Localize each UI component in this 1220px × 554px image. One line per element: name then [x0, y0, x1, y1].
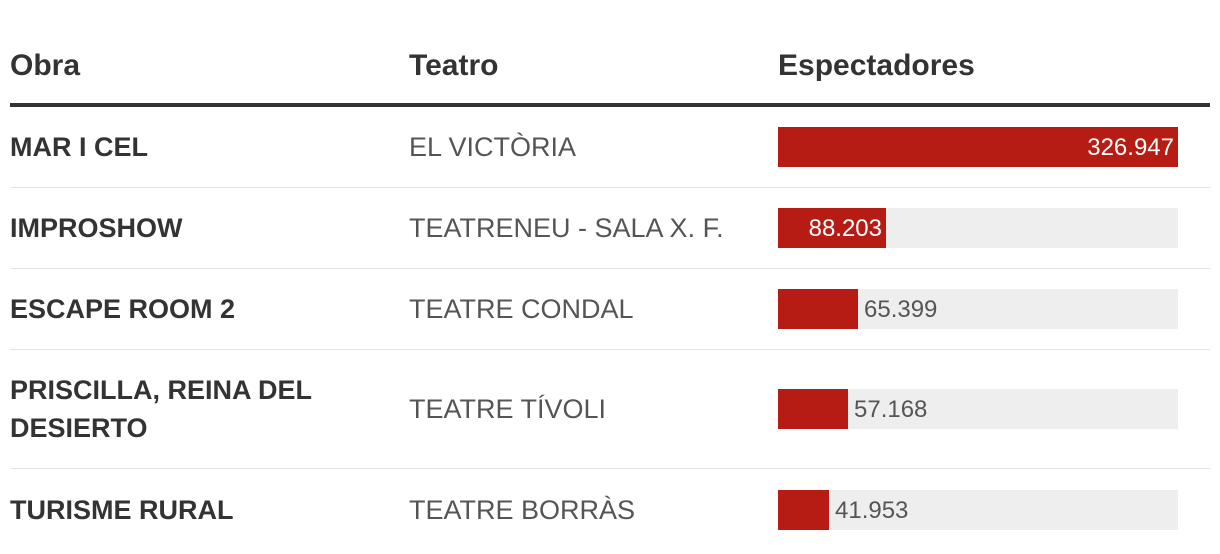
- spectators-table: Obra Teatro Espectadores MAR I CEL EL VI…: [10, 0, 1210, 551]
- teatro-cell: TEATRE CONDAL: [409, 294, 634, 324]
- header-teatro: Teatro: [409, 49, 499, 82]
- bar-value-label: 57.168: [854, 396, 928, 423]
- teatro-cell: TEATRENEU - SALA X. F.: [409, 213, 724, 243]
- header-espectadores: Espectadores: [778, 49, 975, 82]
- obra-cell: IMPROSHOW: [10, 213, 183, 243]
- bar-value-label: 88.203: [808, 215, 882, 242]
- bar-fill: [778, 208, 886, 248]
- bar-value-label: 41.953: [835, 497, 909, 524]
- bar-fill: [778, 490, 829, 530]
- obra-cell: ESCAPE ROOM 2: [10, 294, 236, 324]
- bar-fill: [778, 389, 848, 429]
- table-row: TURISME RURAL TEATRE BORRÀS 41.953: [10, 469, 1210, 551]
- obra-cell: TURISME RURAL: [10, 495, 234, 525]
- obra-cell: PRISCILLA, REINA DEL DESIERTO: [10, 375, 312, 443]
- bar-track: 57.168: [778, 389, 1178, 429]
- teatro-cell: TEATRE BORRÀS: [409, 495, 636, 525]
- bar-fill: [778, 127, 1178, 167]
- bar-track: 41.953: [778, 490, 1178, 530]
- header-obra: Obra: [10, 49, 81, 82]
- bar-value-label: 65.399: [864, 296, 938, 323]
- bar-fill: [778, 289, 858, 329]
- table-row: ESCAPE ROOM 2 TEATRE CONDAL 65.399: [10, 269, 1210, 350]
- table-row: IMPROSHOW TEATRENEU - SALA X. F. 88.203: [10, 188, 1210, 269]
- teatro-cell: TEATRE TÍVOLI: [409, 394, 607, 424]
- table-header: Obra Teatro Espectadores: [10, 0, 1210, 107]
- bar-track: 65.399: [778, 289, 1178, 329]
- bar-track: 326.947: [778, 127, 1178, 167]
- table-row: MAR I CEL EL VICTÒRIA 326.947: [10, 107, 1210, 188]
- teatro-cell: EL VICTÒRIA: [409, 132, 577, 162]
- bar-track: 88.203: [778, 208, 1178, 248]
- obra-cell: MAR I CEL: [10, 132, 148, 162]
- table-row: PRISCILLA, REINA DEL DESIERTO TEATRE TÍV…: [10, 350, 1210, 469]
- bar-value-label: 326.947: [1087, 134, 1174, 161]
